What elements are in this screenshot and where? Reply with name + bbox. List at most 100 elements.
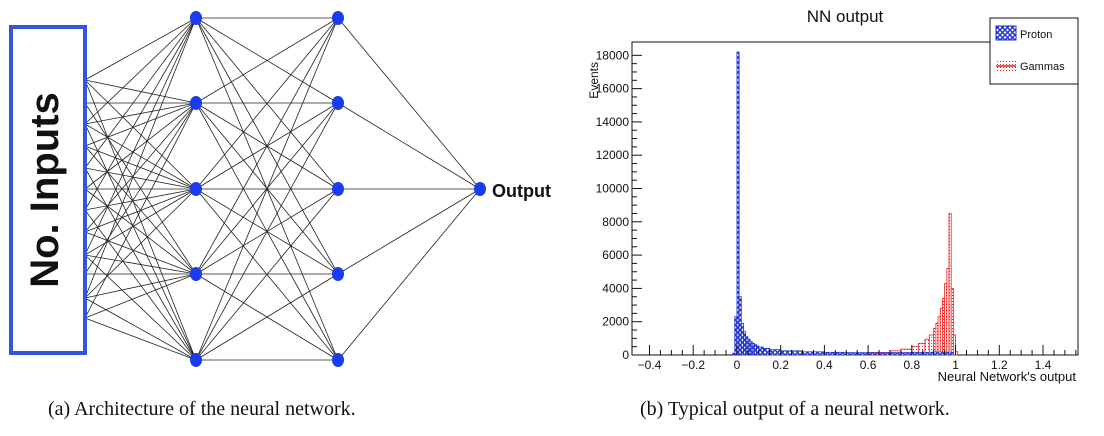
hidden-layer-1-node-4 xyxy=(190,267,202,281)
input-edge xyxy=(84,102,197,319)
proton-bar xyxy=(950,352,954,356)
nn-output-chart: NN output 0 2000 4000 6000 8000 10000 12000 140… xyxy=(587,7,1079,384)
legend-label-gammas: Gammas xyxy=(1020,61,1065,73)
input-edge xyxy=(84,254,197,361)
hidden-layer-1-node-3 xyxy=(190,182,202,196)
network-edges xyxy=(84,17,481,361)
x-tick-label: −0.4 xyxy=(638,358,662,372)
network-edge xyxy=(195,188,339,361)
x-tick-label: −0.2 xyxy=(681,358,705,372)
y-tick-label: 0 xyxy=(622,348,629,362)
y-tick-label: 8000 xyxy=(602,215,629,229)
input-edge xyxy=(84,17,197,299)
input-edge xyxy=(84,297,197,361)
hidden-layer-1-node-1 xyxy=(190,11,202,25)
x-tick-label: 0.2 xyxy=(772,358,789,372)
hidden-layer-1-node-5 xyxy=(190,353,202,367)
output-label: Output xyxy=(492,181,551,201)
input-edge xyxy=(84,188,197,275)
x-tick-label: 1.2 xyxy=(991,358,1008,372)
hidden-layer-2-node-3 xyxy=(332,182,344,196)
input-edge xyxy=(84,17,197,169)
x-tick-label: 0 xyxy=(734,358,741,372)
input-edge xyxy=(84,123,197,361)
input-edge xyxy=(84,188,197,256)
input-edge xyxy=(84,167,197,361)
proton-bar xyxy=(933,351,946,356)
plot-frame xyxy=(631,41,1079,356)
legend-label-proton: Proton xyxy=(1020,29,1052,41)
chart-title: NN output xyxy=(807,7,884,26)
y-tick-label: 18000 xyxy=(596,48,630,62)
network-edge xyxy=(337,188,481,275)
hidden-layer-2-node-2 xyxy=(332,96,344,110)
x-tick-label: 1 xyxy=(952,358,959,372)
y-axis-label: Events xyxy=(587,62,601,99)
input-edge xyxy=(84,17,197,211)
hidden-layer-1-node-2 xyxy=(190,96,202,110)
y-tick-label: 16000 xyxy=(596,82,630,96)
input-edge xyxy=(84,188,197,211)
input-edge xyxy=(84,17,197,125)
input-edge xyxy=(84,254,197,275)
caption-a: (a) Architecture of the neural network. xyxy=(48,398,356,420)
input-edge xyxy=(84,209,197,361)
proton-bar xyxy=(758,346,764,356)
y-tick-label: 2000 xyxy=(602,315,629,329)
input-edge xyxy=(84,102,197,275)
output-node xyxy=(474,182,486,196)
proton-bar xyxy=(762,347,771,356)
input-edge xyxy=(84,102,197,233)
input-edge xyxy=(84,188,197,299)
hidden-layer-2-node-5 xyxy=(332,353,344,367)
x-tick-label: 0.8 xyxy=(903,358,920,372)
network-edge xyxy=(337,188,481,361)
network-edge xyxy=(195,17,339,275)
x-axis-label: Neural Network's output xyxy=(938,369,1077,384)
network-edge xyxy=(195,17,339,190)
y-tick-label: 12000 xyxy=(596,148,630,162)
gammas-series xyxy=(734,213,959,356)
input-edge xyxy=(84,231,197,275)
input-edge xyxy=(84,167,197,190)
proton-series xyxy=(732,51,954,356)
input-edge xyxy=(84,79,197,104)
input-edge xyxy=(84,17,197,256)
hidden-layer-2-node-1 xyxy=(332,11,344,25)
chart-axes: 0 2000 4000 6000 8000 10000 12000 14000 16000 180… xyxy=(596,48,1077,372)
chart-legend: Proton Gammas xyxy=(989,17,1079,85)
input-edge xyxy=(84,17,197,81)
input-edge xyxy=(84,317,197,361)
inputs-box xyxy=(9,25,87,355)
proton-bar xyxy=(736,51,740,356)
input-edge xyxy=(84,79,197,190)
network-edge xyxy=(195,273,339,361)
proton-bar xyxy=(944,351,952,356)
input-edge xyxy=(84,102,197,190)
network-architecture-figure: No. Inputs Output xyxy=(0,0,560,380)
nn-output-chart-figure: NN output 0 2000 4000 6000 8000 10000 12000 140… xyxy=(570,0,1104,392)
legend-swatch-proton xyxy=(995,25,1017,41)
y-tick-label: 10000 xyxy=(596,182,630,196)
network-edge xyxy=(195,17,339,361)
input-edge xyxy=(84,79,197,361)
x-tick-label: 1.4 xyxy=(1035,358,1052,372)
proton-bar xyxy=(769,349,782,356)
hidden-layer-2-node-4 xyxy=(332,267,344,281)
input-edge xyxy=(84,102,197,147)
network-edge xyxy=(337,102,481,190)
input-edge xyxy=(84,273,197,319)
input-edge xyxy=(84,273,197,299)
inputs-box-label: No. Inputs xyxy=(23,92,67,288)
input-edge xyxy=(84,123,197,190)
y-tick-label: 4000 xyxy=(602,281,629,295)
x-tick-label: 0.4 xyxy=(816,358,833,372)
network-nodes xyxy=(190,11,486,367)
network-edge xyxy=(195,17,339,104)
network-diagram: No. Inputs Output xyxy=(9,11,551,367)
caption-b: (b) Typical output of a neural network. xyxy=(640,398,950,420)
network-edge xyxy=(195,102,339,361)
x-tick-label: 0.6 xyxy=(860,358,877,372)
y-tick-label: 14000 xyxy=(596,115,630,129)
y-tick-label: 6000 xyxy=(602,248,629,262)
